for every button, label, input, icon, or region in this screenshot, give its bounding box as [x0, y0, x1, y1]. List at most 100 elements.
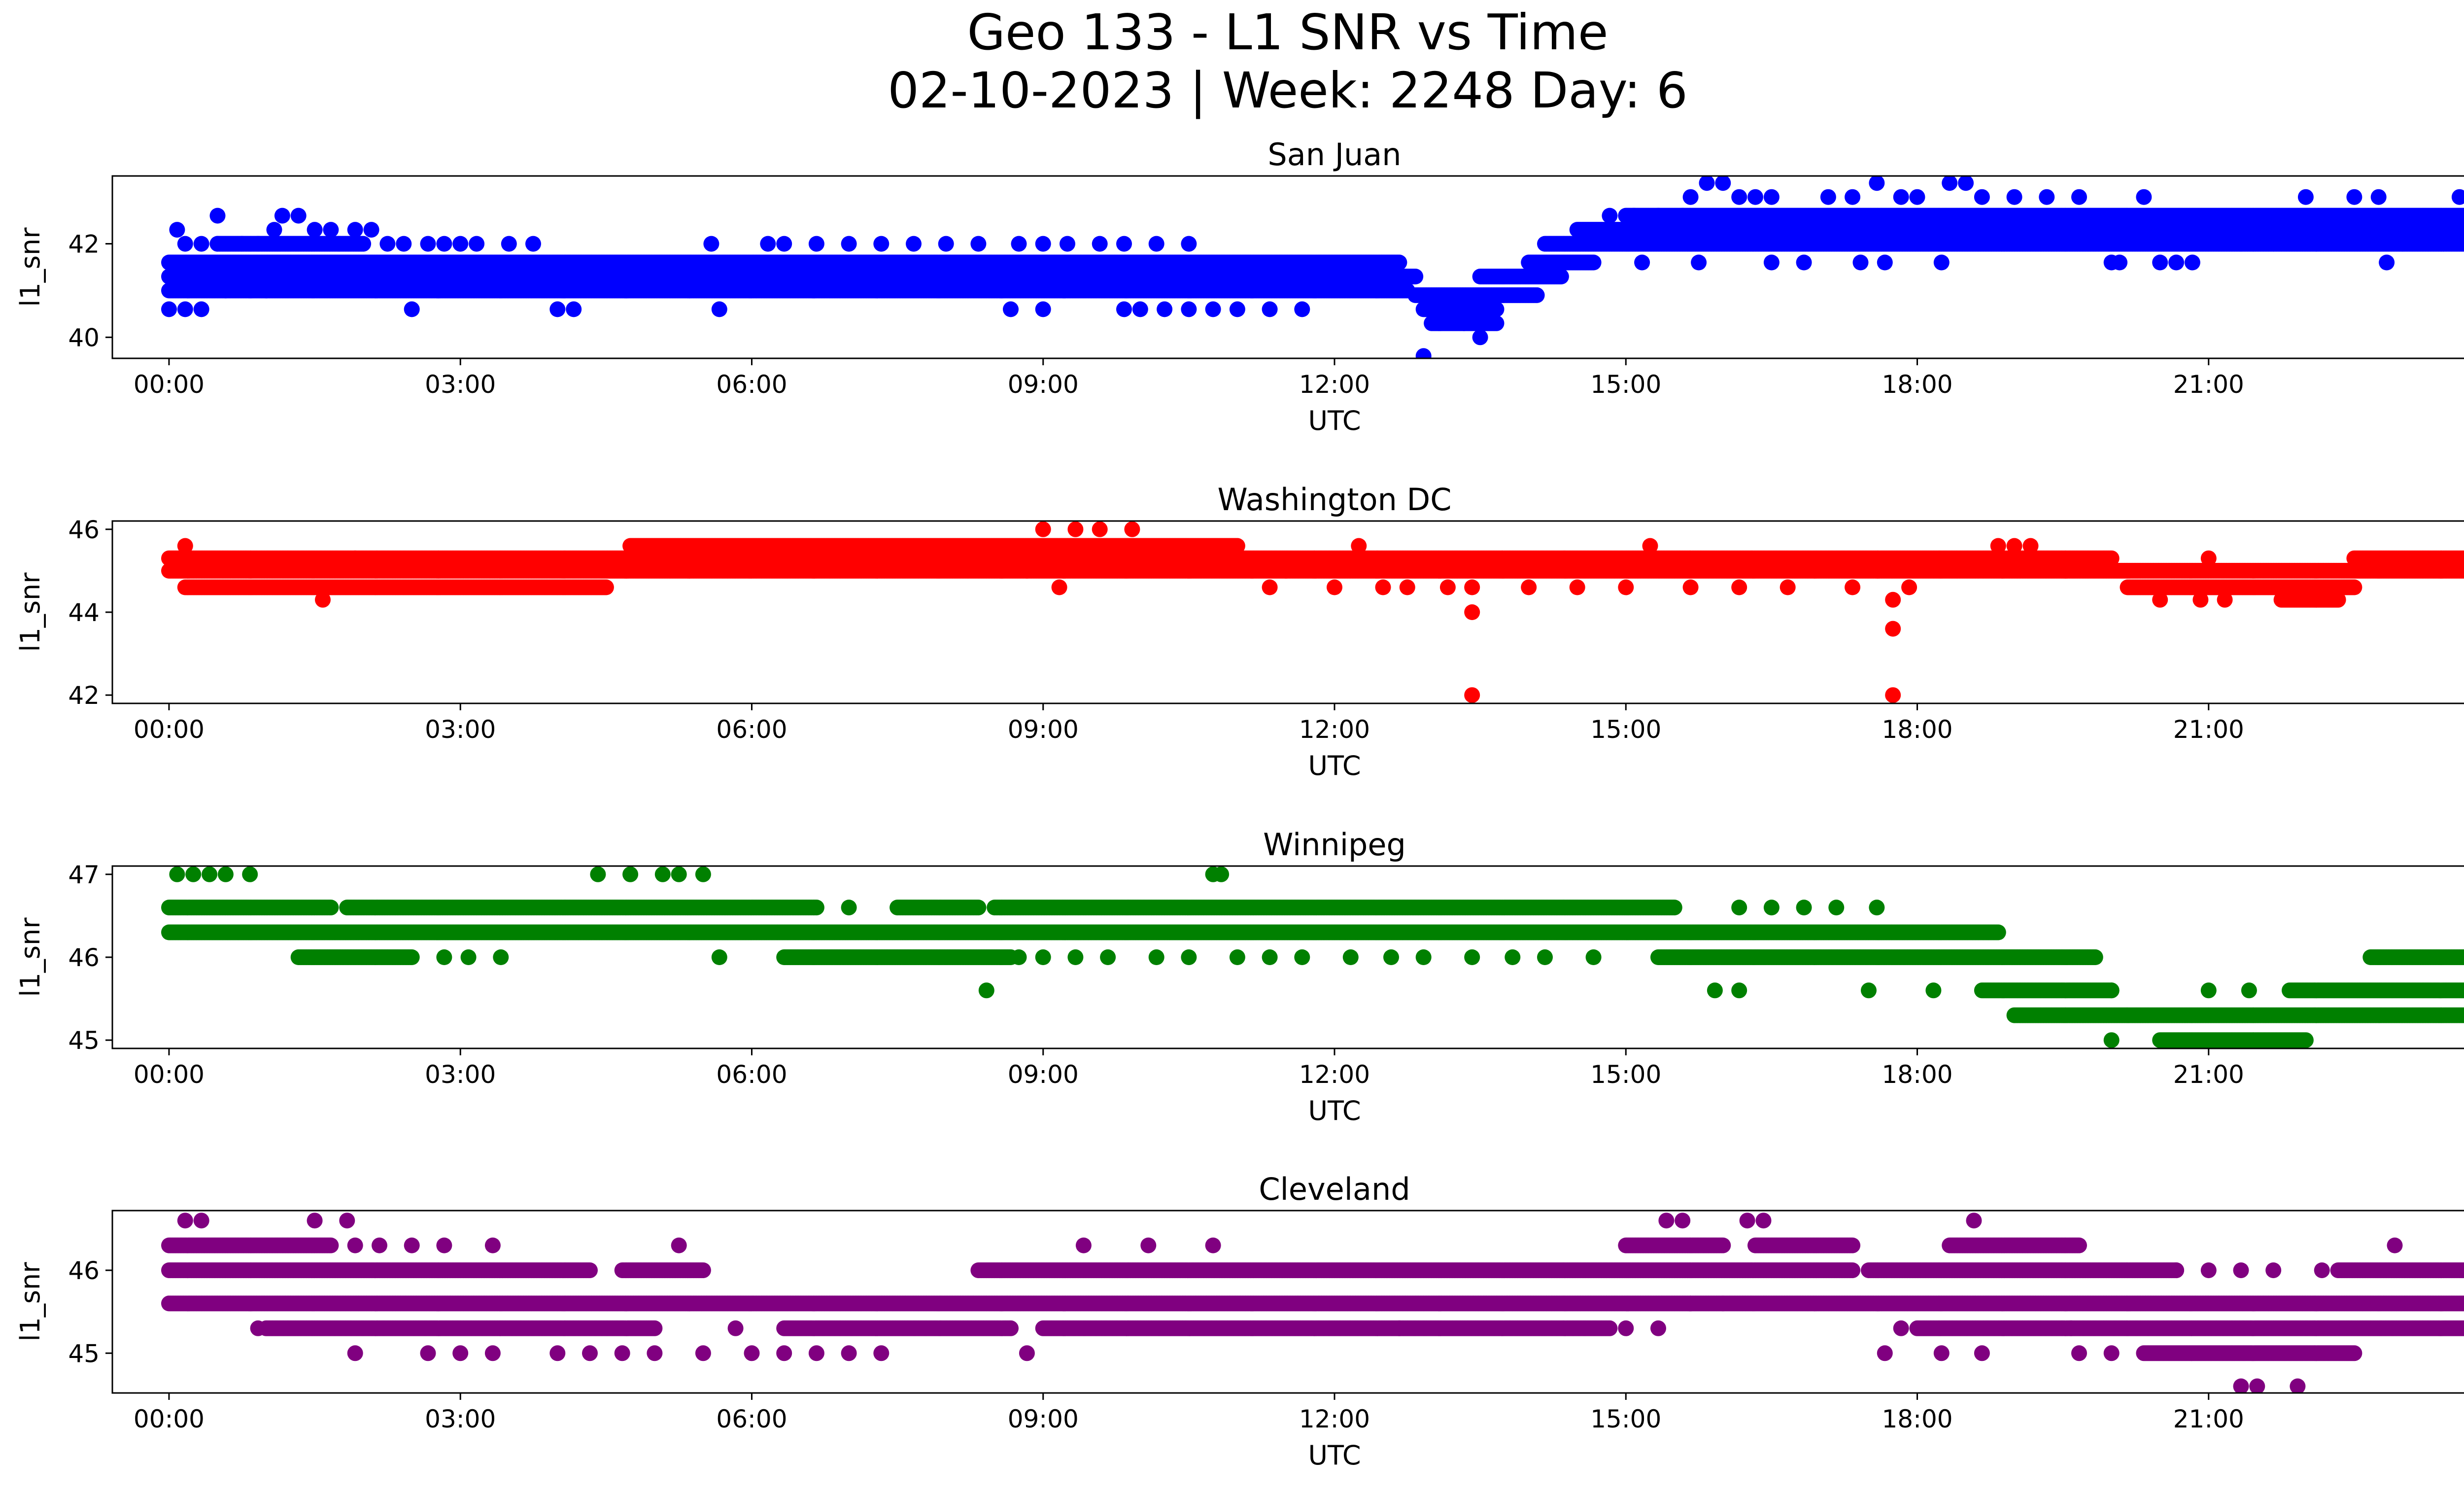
data-point — [2136, 189, 2152, 205]
data-point — [1699, 176, 1715, 191]
data-point — [2379, 254, 2395, 271]
data-point — [2233, 236, 2249, 252]
data-point — [1715, 176, 1731, 191]
y-axis-label: l1_snr — [15, 227, 46, 307]
data-point — [1958, 176, 1974, 191]
data-point — [1472, 329, 1488, 346]
data-point — [331, 236, 347, 252]
data-point — [347, 222, 363, 238]
x-tick-label: 21:00 — [2173, 370, 2244, 399]
data-point — [1116, 236, 1132, 252]
data-point — [290, 208, 307, 224]
data-point — [1909, 189, 1925, 205]
data-point — [1553, 269, 1569, 284]
data-point — [1157, 301, 1173, 317]
data-point — [1488, 301, 1505, 317]
data-point — [469, 236, 485, 252]
data-point — [2112, 254, 2128, 271]
figure-title-line1: Geo 133 - L1 SNR vs Time — [967, 3, 1608, 61]
data-point — [193, 236, 209, 252]
data-point — [177, 236, 193, 252]
data-point — [1893, 189, 1909, 205]
data-point — [1634, 254, 1650, 271]
data-point — [274, 208, 290, 224]
data-point — [379, 236, 396, 252]
data-point — [1796, 254, 1812, 271]
data-point — [776, 236, 792, 252]
data-point — [1585, 254, 1602, 271]
x-axis: 00:00 03:00 06:00 09:00 12:00 15:00 18:00 21:00… — [134, 358, 2244, 399]
data-point — [1869, 176, 1885, 191]
data-point — [1731, 189, 1747, 205]
x-tick-label: 03:00 — [425, 370, 496, 399]
data-point — [396, 236, 412, 252]
data-point — [1691, 254, 1707, 271]
data-point — [2346, 189, 2362, 205]
data-point — [1763, 189, 1780, 205]
data-point — [209, 236, 226, 252]
data-point — [2265, 236, 2282, 252]
data-point — [1415, 348, 1432, 358]
data-point — [906, 236, 922, 252]
data-point — [2451, 189, 2464, 205]
data-point — [234, 236, 250, 252]
data-point — [2461, 224, 2464, 236]
data-point — [1229, 301, 1245, 317]
data-point — [1148, 236, 1164, 252]
data-point — [1262, 301, 1278, 317]
panel-title: Washington DC — [1217, 482, 1451, 518]
data-point — [703, 236, 719, 252]
data-point — [2152, 254, 2168, 271]
data-point — [1763, 254, 1780, 271]
data-point — [549, 301, 566, 317]
data-point — [2395, 236, 2411, 252]
data-point — [841, 236, 857, 252]
data-point — [169, 222, 185, 238]
data-point — [1675, 208, 1691, 224]
data-point — [2168, 254, 2185, 271]
data-point — [2463, 240, 2464, 248]
data-point — [161, 301, 177, 317]
data-point — [1011, 236, 1027, 252]
data-point — [1488, 315, 1505, 331]
data-point — [1060, 236, 1075, 252]
data-point — [1035, 236, 1051, 252]
data-point — [2071, 189, 2087, 205]
data-point — [501, 236, 517, 252]
x-axis-label: UTC — [1308, 405, 1361, 436]
data-points — [161, 521, 2464, 703]
data-point — [2461, 238, 2464, 250]
data-point — [2463, 226, 2464, 234]
data-point — [452, 236, 469, 252]
data-point — [1116, 301, 1132, 317]
data-point — [1933, 254, 1950, 271]
data-point — [2370, 189, 2387, 205]
data-point — [1529, 287, 1545, 303]
data-point — [1391, 254, 1407, 271]
data-point — [1181, 301, 1197, 317]
data-point — [266, 222, 282, 238]
data-point — [566, 301, 582, 317]
data-point — [1626, 208, 1642, 224]
data-point — [760, 236, 776, 252]
data-point — [323, 222, 339, 238]
data-point — [1852, 254, 1869, 271]
x-tick-label: 06:00 — [716, 370, 787, 399]
x-tick-label: 00:00 — [134, 370, 205, 399]
data-point — [1845, 189, 1861, 205]
x-tick-label: 18:00 — [1882, 370, 1952, 399]
data-point — [436, 236, 452, 252]
data-point — [1456, 315, 1472, 331]
data-point — [1942, 176, 1958, 191]
x-tick-label: 15:00 — [1590, 370, 1661, 399]
data-point — [355, 236, 372, 252]
data-point — [2297, 189, 2314, 205]
data-point — [2006, 189, 2022, 205]
data-point — [1682, 189, 1699, 205]
data-point — [808, 236, 824, 252]
data-point — [1181, 236, 1197, 252]
data-point — [258, 282, 274, 299]
